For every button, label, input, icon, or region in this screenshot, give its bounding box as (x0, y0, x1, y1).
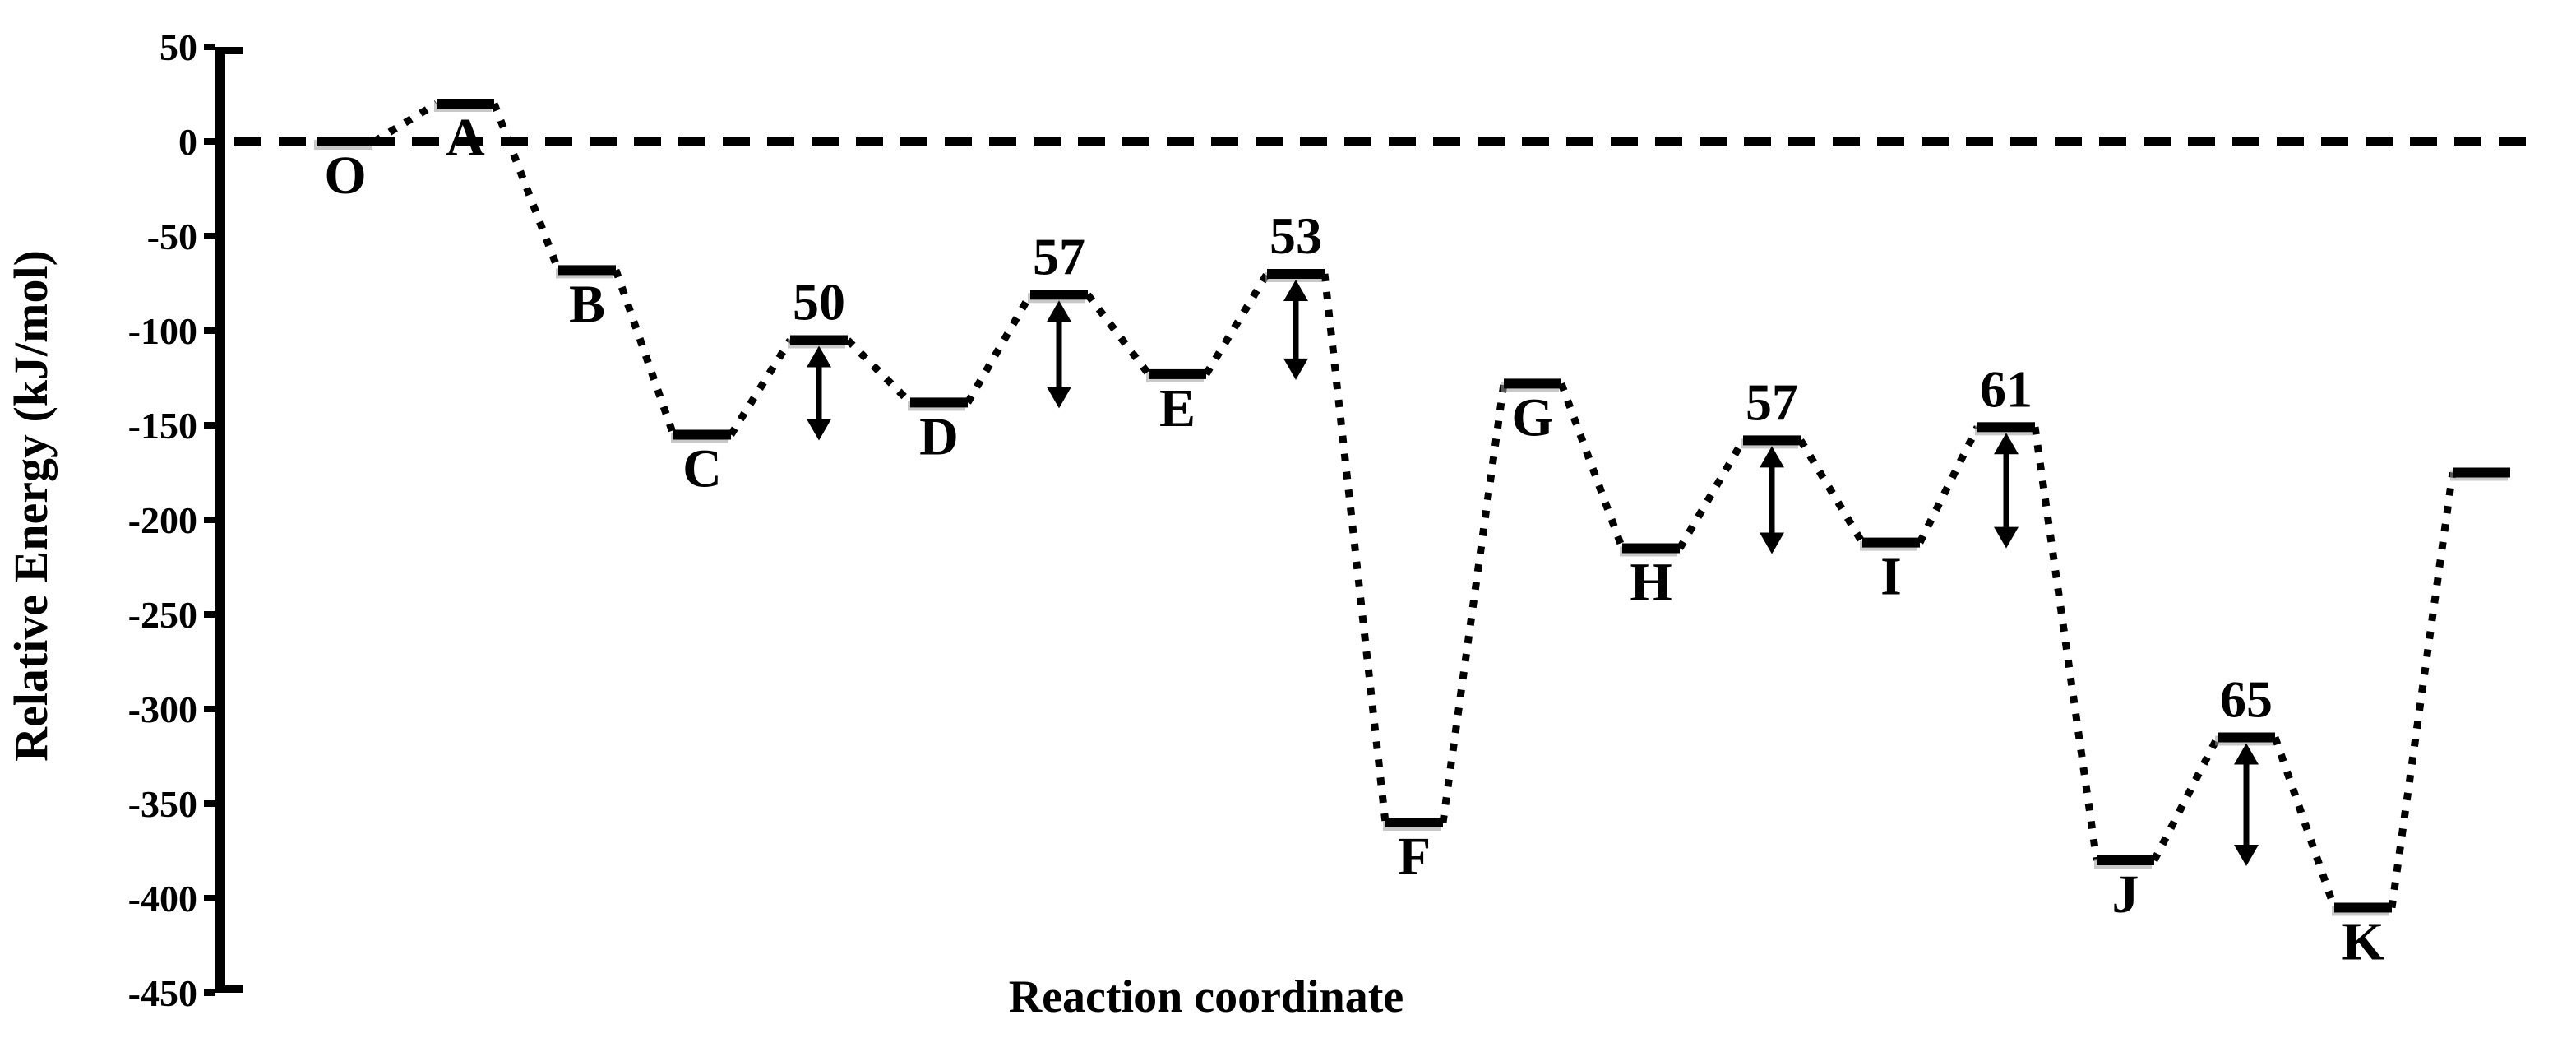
level-label-D: D (919, 406, 959, 466)
barrier-label-TS4: 57 (1746, 373, 1798, 431)
y-axis-tick--50 (204, 233, 215, 239)
y-axis-tick-label--100: -100 (128, 310, 197, 352)
level-bar-G (1504, 378, 1561, 389)
y-axis-tick--300 (204, 706, 215, 712)
connector-TS6-K (2271, 736, 2338, 909)
y-axis-top-cap (225, 47, 243, 54)
y-axis-bottom-cap (225, 985, 243, 993)
y-axis-tick-50 (204, 44, 215, 50)
y-axis-tick-label--300: -300 (128, 688, 197, 730)
barrier-label-TS5: 61 (1980, 359, 2033, 418)
level-bar-TS4 (1743, 435, 1801, 446)
level-label-K: K (2342, 912, 2384, 972)
barrier-arrow-up-head-TS1 (807, 345, 831, 368)
y-axis-tick-label--450: -450 (128, 972, 197, 1014)
barrier-arrow-down-head-TS2 (1047, 387, 1071, 409)
level-bar-TS1 (790, 335, 848, 345)
level-bar-A (437, 99, 494, 109)
x-axis-title: Reaction coordinate (1009, 971, 1404, 1022)
level-bar-K (2334, 902, 2392, 913)
level-label-J: J (2112, 864, 2139, 925)
connector-TS4-I (1797, 438, 1866, 545)
connector-J-TS6 (2150, 735, 2222, 863)
connector-F-G (1439, 382, 1508, 823)
connector-D-TS2 (964, 293, 1034, 405)
connector-TS1-D (844, 337, 913, 406)
connector-G-H (1557, 382, 1626, 550)
y-axis-tick-label--150: -150 (128, 405, 197, 447)
level-label-O: O (324, 146, 366, 206)
connector-C-TS1 (728, 338, 793, 437)
level-label-F: F (1398, 827, 1431, 887)
connector-E-TS3 (1203, 271, 1270, 377)
barrier-arrow-down-head-TS6 (2234, 845, 2259, 866)
barrier-arrow-up-head-TS6 (2234, 743, 2259, 765)
level-bar-P (2453, 467, 2510, 478)
y-axis-tick--400 (204, 895, 215, 901)
y-axis-tick-label--250: -250 (128, 594, 197, 636)
level-bar-F (1385, 818, 1443, 827)
level-label-B: B (569, 274, 605, 334)
y-axis-tick-label--350: -350 (128, 783, 197, 825)
level-bar-D (910, 397, 968, 408)
barrier-label-TS2: 57 (1033, 227, 1085, 285)
connector-TS2-E (1085, 292, 1152, 377)
level-bar-TS5 (1977, 422, 2035, 433)
barrier-arrow-down-head-TS5 (1994, 526, 2019, 549)
connector-A-B (490, 102, 562, 272)
barrier-label-TS1: 50 (793, 273, 845, 331)
y-axis-tick-label--50: -50 (147, 215, 197, 257)
y-axis-tick--150 (204, 422, 215, 429)
level-bar-I (1862, 537, 1920, 548)
level-label-G: G (1511, 387, 1553, 447)
level-label-A: A (446, 108, 485, 168)
level-bar-J (2097, 855, 2154, 865)
level-bar-B (558, 265, 616, 276)
y-axis-tick--200 (204, 517, 215, 523)
barrier-arrow-down-head-TS4 (1760, 532, 1784, 554)
barrier-arrow-up-head-TS2 (1047, 300, 1071, 322)
y-axis-title: Relative Energy (kJ/mol) (4, 250, 58, 762)
barrier-arrow-up-head-TS5 (1994, 433, 2019, 455)
level-bar-TS2 (1030, 290, 1088, 300)
level-bar-H (1622, 543, 1680, 554)
y-axis-tick-label--400: -400 (128, 878, 197, 920)
barrier-arrow-up-head-TS4 (1760, 446, 1784, 468)
barrier-arrow-up-head-TS3 (1283, 280, 1308, 301)
barrier-label-TS3: 53 (1270, 206, 1322, 265)
level-label-C: C (682, 439, 722, 499)
connector-TS3-F (1320, 273, 1390, 823)
connector-B-C (612, 268, 678, 436)
y-axis-tick-label--200: -200 (128, 499, 197, 541)
y-axis-tick-label-50: 50 (160, 26, 197, 68)
connector-O-A (372, 100, 439, 145)
connector-TS5-J (2031, 426, 2101, 861)
barrier-arrow-down-head-TS3 (1283, 358, 1308, 380)
level-bar-E (1149, 368, 1206, 379)
y-axis-tick-0 (204, 138, 215, 145)
y-axis-tick--350 (204, 800, 215, 807)
connector-I-TS5 (1916, 425, 1982, 545)
y-axis-tick--250 (204, 611, 215, 618)
y-axis-tick--450 (204, 989, 215, 996)
level-bar-TS3 (1267, 269, 1325, 279)
level-label-H: H (1630, 553, 1672, 613)
level-label-I: I (1880, 547, 1902, 607)
y-axis-tick-label-0: 0 (178, 121, 197, 163)
barrier-label-TS6: 65 (2220, 670, 2273, 729)
level-bar-O (317, 137, 374, 146)
connector-H-TS4 (1676, 438, 1746, 550)
level-label-E: E (1159, 378, 1196, 438)
y-axis-line (215, 47, 225, 993)
level-bar-C (673, 429, 731, 440)
barrier-arrow-down-head-TS1 (807, 419, 831, 441)
connector-K-P (2388, 471, 2457, 909)
level-bar-TS6 (2218, 732, 2275, 743)
y-axis-tick--100 (204, 327, 215, 334)
